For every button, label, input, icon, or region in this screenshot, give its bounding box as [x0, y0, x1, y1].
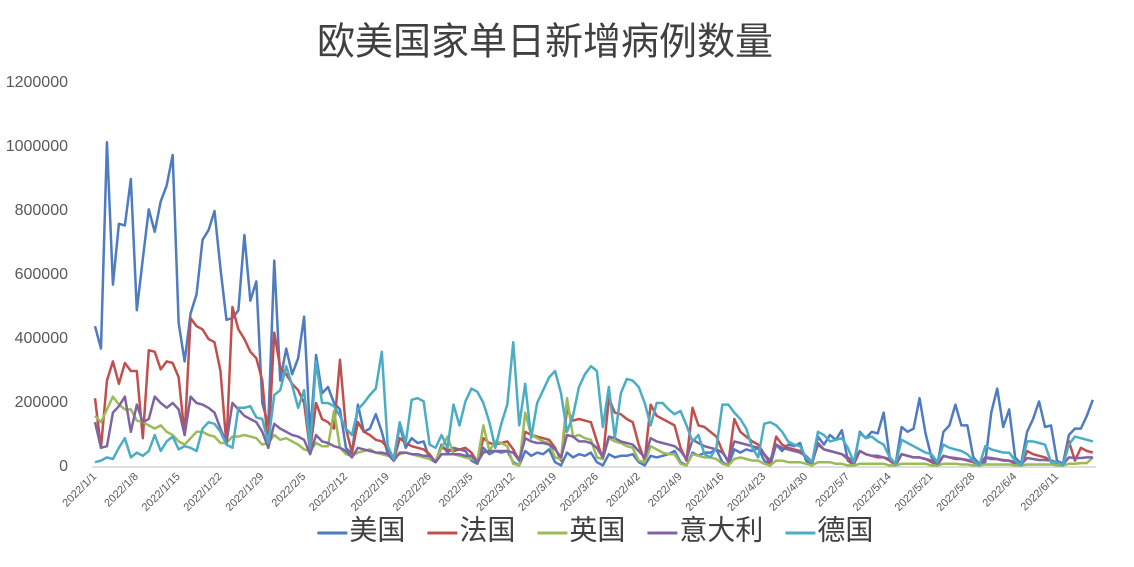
x-tick-label: 2022/1/29 [223, 471, 266, 514]
x-tick-label: 2022/4/23 [725, 471, 768, 514]
y-tick-label: 1200000 [6, 74, 68, 91]
x-tick-label: 2022/6/11 [1019, 471, 1062, 514]
series-line [94, 340, 1094, 467]
x-tick-label: 2022/2/5 [270, 471, 309, 510]
x-tick-label: 2022/4/16 [683, 471, 726, 514]
legend-label: 意大利 [679, 514, 763, 546]
x-tick-label: 2022/4/2 [604, 471, 643, 510]
x-tick-label: 2022/2/12 [307, 471, 350, 514]
x-tick-label: 2022/5/28 [934, 471, 977, 514]
x-tick-label: 2022/6/4 [981, 471, 1020, 510]
legend-label: 德国 [817, 514, 873, 546]
legend-label: 英国 [569, 514, 625, 546]
x-tick-label: 2022/1/8 [102, 471, 141, 510]
y-tick-label: 400000 [15, 330, 68, 347]
legend: 美国 法国 英国 意大利 德国 [317, 514, 873, 546]
series-line [94, 395, 1094, 467]
x-tick-label: 2022/3/26 [558, 471, 601, 514]
x-tick-label: 2022/2/26 [391, 471, 434, 514]
x-tick-label: 2022/5/21 [893, 471, 936, 514]
y-tick-label: 800000 [15, 202, 68, 219]
x-tick-label: 2022/3/5 [437, 471, 476, 510]
x-tick-label: 2022/2/19 [349, 471, 392, 514]
x-tick-label: 2022/1/15 [140, 471, 183, 514]
y-tick-label: 0 [59, 458, 68, 475]
chart-title: 欧美国家单日新增病例数量 [317, 22, 773, 64]
x-tick-label: 2022/1/22 [182, 471, 225, 514]
y-tick-label: 200000 [15, 394, 68, 411]
x-tick-label: 2022/3/19 [516, 471, 559, 514]
legend-label: 法国 [459, 514, 515, 546]
x-tick-label: 2022/3/12 [474, 471, 517, 514]
x-tick-label: 2022/4/9 [646, 471, 685, 510]
series-line [93, 305, 1094, 467]
y-tick-label: 1000000 [6, 138, 68, 155]
series-line [93, 395, 1093, 466]
x-tick-label: 2022/4/30 [767, 471, 810, 514]
y-tick-label: 600000 [15, 266, 68, 283]
x-tick-label: 2022/5/7 [813, 471, 852, 510]
legend-label: 美国 [349, 514, 405, 546]
x-tick-label: 2022/5/14 [851, 471, 894, 514]
x-tick-label: 2022/1/1 [60, 471, 99, 510]
